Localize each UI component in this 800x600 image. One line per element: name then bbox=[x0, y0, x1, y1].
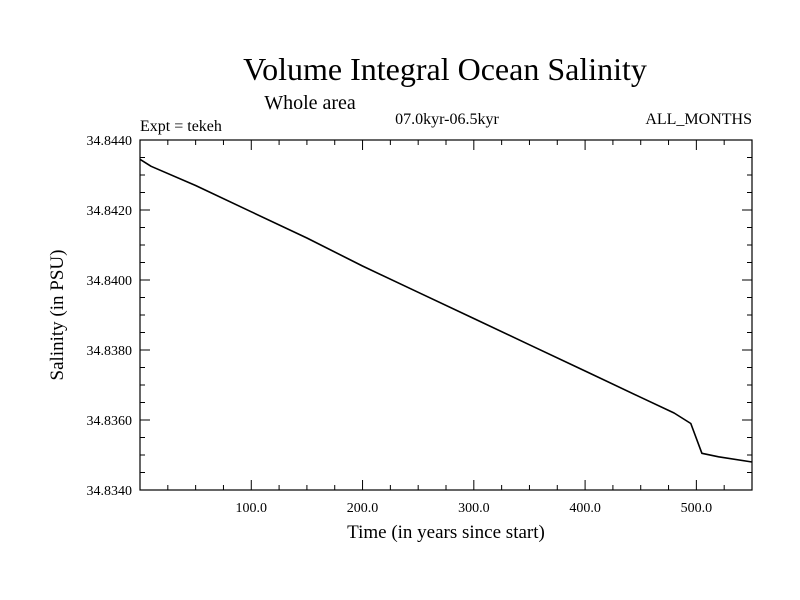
y-minor-ticks bbox=[140, 157, 752, 473]
y-tick-label: 34.8400 bbox=[87, 274, 133, 289]
y-axis-label: Salinity (in PSU) bbox=[47, 250, 68, 381]
y-tick-labels: 34.8340 34.8360 34.8380 34.8400 34.8420 34.84… bbox=[87, 134, 133, 499]
x-tick-label: 200.0 bbox=[347, 501, 379, 516]
chart-subtitle: Whole area bbox=[264, 92, 356, 114]
y-tick-label: 34.8380 bbox=[87, 344, 133, 359]
months-label: ALL_MONTHS bbox=[645, 111, 752, 128]
chart-title: Volume Integral Ocean Salinity bbox=[243, 51, 647, 87]
y-tick-label: 34.8360 bbox=[87, 414, 133, 429]
plot-frame bbox=[139, 139, 753, 491]
experiment-label: Expt = tekeh bbox=[140, 118, 222, 135]
y-tick-label: 34.8440 bbox=[87, 134, 133, 149]
x-tick-label: 500.0 bbox=[681, 501, 713, 516]
x-major-ticks bbox=[250, 140, 697, 490]
x-minor-ticks bbox=[167, 140, 725, 490]
x-tick-label: 300.0 bbox=[458, 501, 490, 516]
period-label: 07.0kyr-06.5kyr bbox=[395, 111, 499, 128]
x-axis-label: Time (in years since start) bbox=[347, 522, 545, 543]
y-tick-label: 34.8340 bbox=[87, 484, 133, 499]
salinity-series-line bbox=[139, 158, 753, 463]
x-tick-label: 100.0 bbox=[236, 501, 268, 516]
x-tick-label: 400.0 bbox=[569, 501, 601, 516]
x-tick-labels: 100.0 200.0 300.0 400.0 500.0 bbox=[236, 501, 713, 516]
y-tick-label: 34.8420 bbox=[87, 204, 133, 219]
y-major-ticks bbox=[140, 139, 752, 491]
